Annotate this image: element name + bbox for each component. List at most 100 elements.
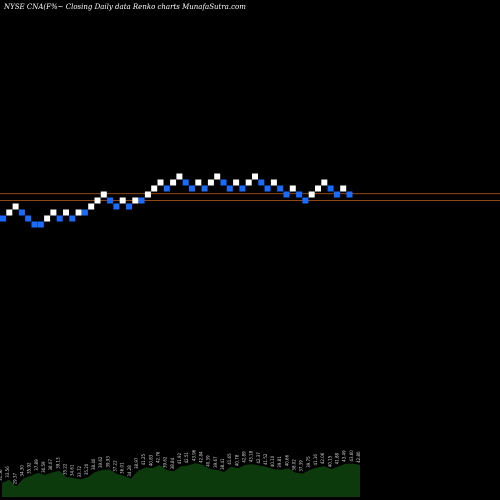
renko-brick — [220, 179, 227, 186]
volume-label: 38.41 — [220, 458, 225, 470]
volume-label: 34.61 — [70, 464, 75, 476]
renko-brick — [315, 185, 321, 192]
renko-brick — [132, 197, 139, 204]
volume-label: 41.92 — [177, 452, 182, 464]
volume-label: 38.97 — [134, 457, 139, 469]
renko-brick — [44, 215, 51, 222]
volume-label: 42.89 — [241, 451, 246, 463]
volume-label: 33.72 — [77, 465, 82, 477]
volume-label: 41.52 — [263, 453, 268, 465]
volume-label: 37.22 — [113, 460, 118, 472]
renko-brick — [163, 185, 170, 192]
volume-label: 31.56 — [0, 469, 3, 481]
volume-label: 43.96 — [191, 449, 196, 461]
volume-label: 41.88 — [335, 452, 340, 464]
volume-label: 41.16 — [313, 454, 318, 466]
reference-lines — [0, 193, 500, 201]
renko-brick — [69, 215, 76, 222]
volume-label: 39.62 — [163, 456, 168, 468]
volume-label: 42.51 — [184, 451, 189, 463]
renko-brick — [107, 197, 114, 204]
renko-brick — [214, 173, 221, 180]
renko-brick — [94, 197, 101, 204]
renko-brick — [245, 179, 252, 186]
volume-label: 35.22 — [62, 463, 67, 475]
volume-label: 37.39 — [299, 460, 304, 472]
renko-brick — [239, 185, 246, 192]
volume-label: 41.25 — [141, 453, 146, 465]
renko-brick — [327, 185, 334, 192]
renko-brick — [302, 197, 309, 204]
renko-brick — [340, 185, 347, 192]
renko-brick — [277, 185, 284, 192]
renko-brick — [31, 221, 38, 228]
volume-label: 42.37 — [256, 452, 261, 464]
chart-title: NYSE CNA(F%~ Closing Daily data Renko ch… — [3, 3, 246, 11]
volume-label: 33.56 — [5, 466, 10, 478]
renko-brick — [264, 185, 271, 192]
volume-label: 40.39 — [206, 455, 211, 467]
renko-brick — [12, 203, 19, 210]
volume-label: 42.76 — [156, 451, 161, 463]
volume-label: 39.81 — [277, 456, 282, 468]
renko-brick — [0, 215, 6, 222]
renko-brick — [333, 191, 340, 198]
volume-label: 38.84 — [170, 457, 175, 469]
volume-area — [2, 463, 360, 497]
volume-label: 36.01 — [120, 462, 125, 474]
renko-brick — [226, 185, 233, 192]
volume-label: 35.20 — [84, 463, 89, 475]
volume-label: 35.92 — [27, 462, 32, 474]
volume-label: 37.89 — [34, 459, 39, 471]
renko-brick — [270, 179, 277, 186]
renko-brick — [296, 191, 303, 198]
renko-brick — [81, 209, 88, 216]
renko-brick — [157, 179, 164, 186]
volume-label: 29.37 — [12, 472, 17, 484]
volume-label: 40.66 — [284, 454, 289, 466]
volume-label: 39.93 — [105, 456, 110, 468]
renko-brick — [18, 209, 25, 216]
renko-brick — [170, 179, 177, 186]
volume-label: 38.07 — [48, 459, 53, 471]
volume-label: 36.59 — [41, 461, 46, 473]
volume-label: 34.28 — [127, 465, 132, 477]
volume-label: 38.40 — [91, 458, 96, 470]
renko-brick — [189, 185, 195, 192]
volume-label: 34.30 — [20, 465, 25, 477]
volume-label: 43.49 — [342, 450, 347, 462]
volume-label: 40.10 — [270, 455, 275, 467]
renko-brick — [113, 203, 120, 210]
renko-brick — [151, 185, 158, 192]
renko-brick — [37, 221, 44, 228]
renko-brick — [6, 209, 13, 216]
renko-brick — [119, 197, 126, 204]
volume-label: 39.13 — [55, 457, 60, 469]
volume-label: 41.65 — [227, 453, 232, 465]
renko-brick — [25, 215, 32, 222]
renko-brick — [176, 173, 183, 180]
volume-label: 42.80 — [356, 451, 361, 463]
renko-brick — [252, 173, 258, 180]
renko-brick — [75, 209, 82, 216]
volume-label: 43.18 — [249, 450, 254, 462]
renko-brick — [289, 185, 296, 192]
volume-label: 40.15 — [327, 455, 332, 467]
volume-label: 40.78 — [234, 454, 239, 466]
renko-brick — [63, 209, 69, 216]
renko-brick — [207, 179, 214, 186]
volume-label: 39.75 — [306, 456, 311, 468]
volume-label: 43.60 — [349, 450, 354, 462]
renko-brick — [308, 191, 315, 198]
renko-brick — [283, 191, 290, 198]
renko-brick — [56, 215, 63, 222]
renko-brick — [195, 179, 202, 186]
volume-label: 38.02 — [292, 459, 297, 471]
renko-brick — [321, 179, 328, 186]
renko-brick — [144, 191, 151, 198]
renko-brick — [126, 203, 132, 210]
renko-brick — [100, 191, 107, 198]
